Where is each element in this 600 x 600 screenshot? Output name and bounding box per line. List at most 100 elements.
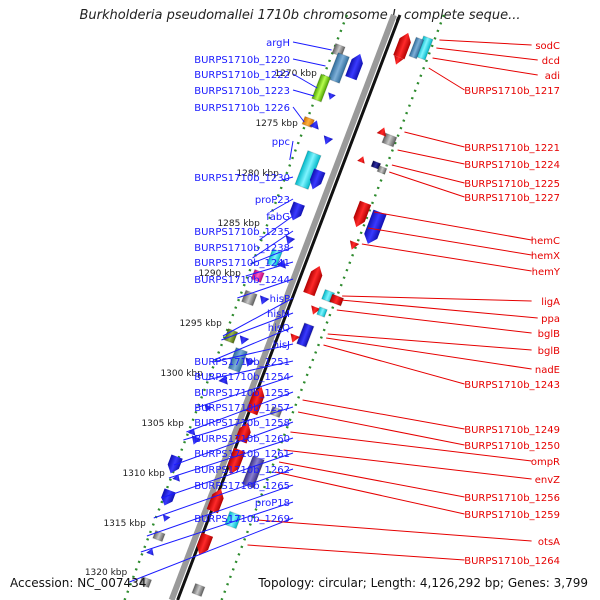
gene-label-left: BURPS1710b_1269 [194, 514, 290, 525]
leader-line-left [168, 437, 294, 479]
gene-label-left: BURPS1710b_1254 [194, 372, 290, 383]
gene-arrowhead [239, 335, 250, 345]
leader-line-left [292, 41, 332, 51]
gene-arrow [167, 454, 183, 474]
gene-label-left: BURPS1710b_1257 [194, 403, 290, 414]
leader-line-right [436, 47, 538, 61]
gene-arrow [289, 201, 305, 221]
gene-label-right: bglB [538, 329, 560, 340]
kbp-label: 1290 kbp [198, 269, 241, 279]
leader-line-right [297, 411, 465, 446]
leader-line-right [340, 299, 538, 319]
kbp-label: 1285 kbp [217, 219, 260, 229]
gene-arrowhead [172, 474, 180, 482]
leader-line-right [428, 67, 465, 91]
gene-label-right: bglB [538, 346, 560, 357]
gene-label-left: BURPS1710b_1262 [194, 465, 290, 476]
gene-label-right: otsA [538, 537, 560, 548]
gene-block [316, 306, 328, 318]
gene-label-left: hisJ [273, 340, 290, 351]
kbp-label: 1305 kbp [141, 419, 184, 429]
leader-line-right [439, 39, 532, 46]
kbp-label: 1295 kbp [179, 319, 222, 329]
gene-block [311, 73, 332, 103]
gene-label-left: BURPS1710b_1223 [194, 86, 290, 97]
gene-label-right: hemC [531, 236, 560, 247]
leader-line-left [292, 89, 315, 97]
leader-line-left [195, 375, 294, 409]
leader-line-right [302, 399, 465, 430]
leader-line-right [247, 544, 465, 561]
leader-line-right [290, 431, 532, 462]
gene-arrowhead [285, 235, 296, 245]
dotted-track-lines [123, 14, 446, 600]
leader-line-right [397, 149, 465, 165]
gene-label-left: BURPS1710b_1265 [194, 481, 290, 492]
kbp-label: 1320 kbp [85, 568, 128, 578]
leader-line-left [221, 312, 294, 341]
gene-arrowhead [376, 127, 387, 137]
leader-line-left [237, 278, 294, 299]
kbp-label: 1275 kbp [255, 119, 298, 129]
topology-text: Topology: circular; Length: 4,126,292 bp… [258, 576, 588, 590]
inner-dotted-track [123, 14, 349, 600]
leader-line-right [373, 211, 532, 241]
gene-arrow [303, 265, 323, 297]
leader-line-left [222, 297, 294, 337]
gene-arrowhead [146, 548, 154, 556]
outer-dotted-track [220, 14, 446, 600]
gene-arrow [309, 168, 326, 190]
leader-line-right [367, 227, 532, 256]
gene-label-left: ppc [272, 137, 290, 148]
leader-line-right [432, 57, 538, 76]
leader-line-left [129, 517, 294, 583]
gene-label-left: BURPS1710b_1230 [194, 173, 290, 184]
gene-label-right: BURPS1710b_1249 [464, 425, 560, 436]
leader-line-left [212, 343, 294, 363]
leader-line-left [252, 230, 294, 259]
gene-label-right: dcd [542, 56, 560, 67]
gene-arrowhead [245, 357, 255, 367]
gene-label-left: hisQ [268, 323, 290, 334]
leader-line-left [161, 452, 294, 499]
kbp-label: 1270 kbp [274, 69, 317, 79]
gene-label-right: ompR [531, 457, 560, 468]
leader-line-left [183, 406, 294, 441]
gene-label-left: BURPS1710b_1241 [194, 258, 290, 269]
gene-label-left: proP18 [255, 498, 290, 509]
gene-label-right: BURPS1710b_1243 [464, 380, 560, 391]
leader-line-right [391, 164, 465, 184]
leader-line-right [275, 471, 465, 515]
gene-label-left: BURPS1710b_1258 [194, 418, 290, 429]
gene-label-right: ligA [541, 297, 560, 308]
label-leader-lines [129, 39, 538, 583]
leader-line-left [140, 501, 294, 553]
gene-block [328, 293, 345, 307]
gene-label-right: adi [545, 71, 560, 82]
gene-arrowhead [323, 135, 334, 145]
gene-block [296, 322, 315, 348]
leader-line-right [336, 309, 532, 334]
gene-label-left: BURPS1710b_1222 [194, 70, 290, 81]
leader-line-left [292, 73, 318, 89]
leader-line-left [259, 215, 294, 241]
leader-line-left [245, 261, 294, 277]
gene-arrowhead [276, 259, 286, 269]
leader-line-right [278, 461, 465, 498]
leader-line-left [292, 106, 305, 123]
leader-line-right [283, 449, 532, 480]
gene-label-right: BURPS1710b_1225 [464, 179, 560, 190]
leader-line-left [186, 391, 294, 433]
kbp-ruler-labels: 1270 kbp 1275 kbp 1280 kbp 1285 kbp 1290 kbp… [85, 69, 317, 578]
leader-line-right [389, 171, 465, 198]
kbp-label: 1280 kbp [236, 169, 279, 179]
gene-label-right: BURPS1710b_1221 [464, 143, 560, 154]
gene-label-left: argH [266, 38, 290, 49]
leader-line-right [256, 519, 532, 542]
leader-line-left [213, 326, 294, 361]
gene-arrow [196, 532, 214, 556]
leader-line-left [153, 468, 294, 519]
gene-label-left: BURPS1710b_1235 [194, 227, 290, 238]
gene-label-right: BURPS1710b_1227 [464, 193, 560, 204]
